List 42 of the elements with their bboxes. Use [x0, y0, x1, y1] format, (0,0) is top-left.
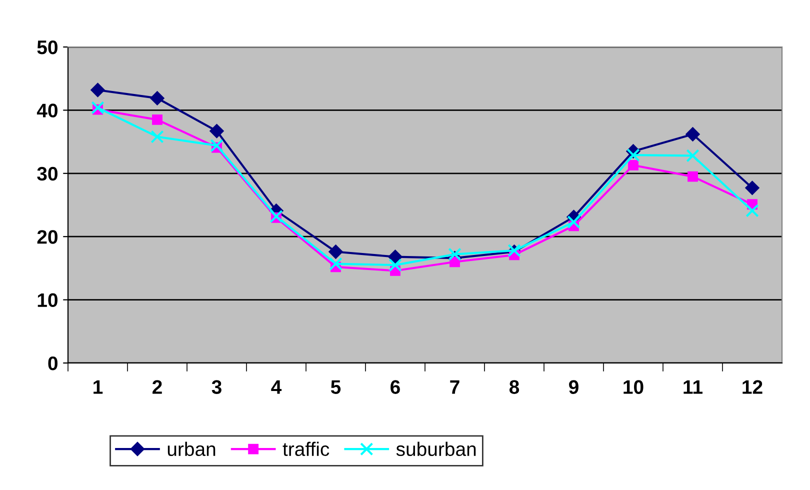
point: [686, 149, 700, 162]
x-tick-label: 11: [684, 380, 702, 394]
point: [329, 257, 342, 270]
legend-label: traffic: [282, 442, 330, 456]
legend-label: suburban: [396, 442, 476, 456]
point: [686, 126, 700, 142]
point: [210, 124, 224, 138]
point: [746, 204, 759, 218]
y-tick-label: 30: [37, 166, 58, 181]
point: [628, 160, 638, 170]
point: [150, 130, 164, 144]
x-tick-label: 4: [271, 380, 282, 394]
x-tick-label: 1: [94, 380, 103, 394]
y-tick-label: 10: [38, 293, 58, 308]
x-tick-label: 3: [212, 380, 222, 394]
point: [150, 90, 164, 106]
point: [91, 101, 104, 114]
legend-label: urban: [168, 442, 216, 456]
point: [210, 138, 224, 152]
point: [152, 114, 162, 125]
point: [745, 180, 760, 196]
point: [388, 258, 402, 272]
x-tick-label: 9: [569, 380, 578, 394]
y-tick-label: 50: [37, 40, 58, 54]
x-tick-label: 2: [152, 380, 162, 394]
point: [567, 215, 580, 229]
point: [688, 171, 698, 182]
x-tick-label: 6: [390, 380, 400, 394]
x-tick-label: 10: [624, 380, 644, 394]
x-tick-label: 7: [450, 380, 460, 394]
y-tick-label: 0: [48, 356, 58, 370]
point: [90, 82, 105, 98]
point: [448, 248, 462, 261]
x-tick-label: 12: [742, 380, 762, 394]
point: [626, 148, 640, 162]
y-tick-label: 40: [36, 104, 58, 118]
y-tick-label: 20: [37, 230, 58, 244]
x-tick-label: 8: [509, 380, 520, 394]
point: [388, 250, 402, 264]
x-tick-label: 5: [330, 380, 341, 394]
point: [328, 244, 343, 259]
point: [270, 210, 283, 223]
